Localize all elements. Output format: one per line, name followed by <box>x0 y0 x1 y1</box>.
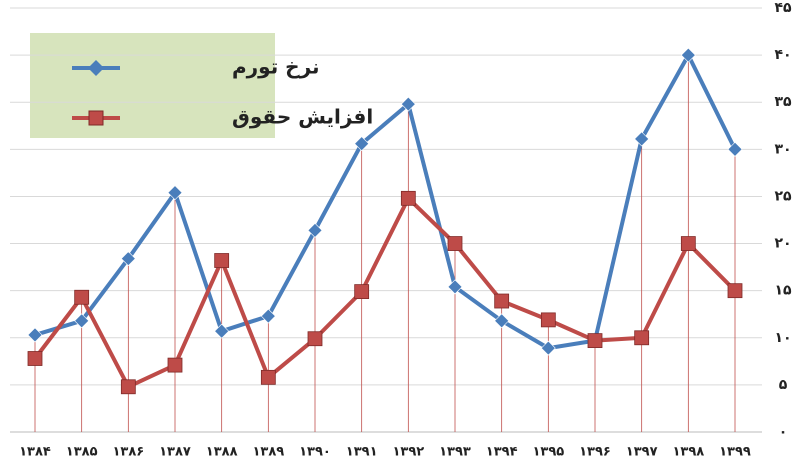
x-tick-label: ۱۳۸۹ <box>252 445 284 460</box>
point <box>214 253 230 268</box>
x-tick-label: ۱۳۹۰ <box>299 445 331 460</box>
x-tick-label: ۱۳۹۳ <box>439 445 471 460</box>
x-tick-label: ۱۳۸۸ <box>206 445 238 460</box>
point <box>307 222 323 238</box>
legend-label: افزایش حقوق <box>232 105 373 129</box>
x-tick-label: ۱۳۹۱ <box>346 445 378 460</box>
point <box>447 236 463 251</box>
point <box>634 330 650 346</box>
point <box>74 289 90 305</box>
series-line <box>34 53 737 351</box>
y-tick-label: ۰ <box>779 424 788 440</box>
x-tick-label: ۱۳۹۹ <box>719 445 751 460</box>
y-tick-label: ۴۵ <box>774 0 792 16</box>
point <box>214 323 230 339</box>
point <box>400 190 416 206</box>
point <box>400 96 416 112</box>
y-tick-label: ۱۵ <box>774 283 792 299</box>
point <box>260 369 276 385</box>
y-tick-label: ۲۵ <box>774 188 792 204</box>
point <box>494 293 510 309</box>
x-tick-label: ۱۳۹۶ <box>579 445 611 460</box>
point <box>354 284 370 300</box>
point <box>307 331 323 347</box>
point <box>74 313 90 329</box>
x-tick-label: ۱۳۹۴ <box>486 445 518 460</box>
y-tick-label: ۱۰ <box>774 330 791 346</box>
y-tick-label: ۳۵ <box>774 94 792 110</box>
series-line <box>33 196 737 389</box>
point <box>540 312 556 328</box>
point <box>354 136 370 152</box>
y-tick-label: ۵ <box>779 377 788 393</box>
point <box>27 327 43 343</box>
point <box>587 333 603 349</box>
y-tick-label: ۴۰ <box>774 47 791 63</box>
point <box>680 47 696 63</box>
x-tick-label: ۱۳۹۸ <box>672 445 704 460</box>
point <box>727 283 743 299</box>
x-tick-label: ۱۳۹۵ <box>532 445 564 460</box>
point <box>167 185 183 201</box>
x-tick-label: ۱۳۸۷ <box>159 445 191 460</box>
point <box>120 379 136 395</box>
y-tick-label: ۳۰ <box>774 141 791 157</box>
point <box>27 351 43 366</box>
legend-marker <box>88 110 104 126</box>
point <box>540 340 556 356</box>
x-tick-label: ۱۳۸۴ <box>19 445 51 460</box>
point <box>120 251 136 267</box>
point <box>167 357 183 373</box>
x-tick-label: ۱۳۹۲ <box>392 445 424 460</box>
point <box>680 236 696 251</box>
legend-label: نرخ تورم <box>232 55 320 79</box>
x-tick-label: ۱۳۸۶ <box>112 445 144 460</box>
point <box>634 131 650 147</box>
x-tick-label: ۱۳۹۷ <box>626 445 658 460</box>
x-tick-label: ۱۳۸۵ <box>66 445 98 460</box>
point <box>260 308 276 324</box>
point <box>447 279 463 295</box>
y-tick-label: ۲۰ <box>774 236 791 252</box>
legend-box <box>30 33 275 138</box>
legend-marker <box>88 60 104 76</box>
point <box>727 141 743 157</box>
point <box>494 313 510 329</box>
